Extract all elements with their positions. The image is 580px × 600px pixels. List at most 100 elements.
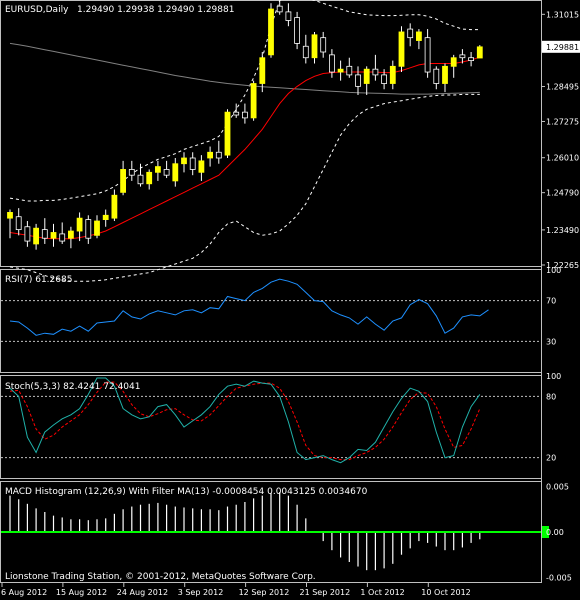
candle-body bbox=[268, 8, 274, 56]
candle-body bbox=[407, 28, 414, 39]
rsi-axis-label: 100 bbox=[546, 266, 561, 275]
candle-body bbox=[450, 57, 457, 67]
candle-body bbox=[7, 212, 13, 219]
price-axis-label: 1.27275 bbox=[546, 117, 579, 126]
candle-body bbox=[59, 233, 66, 242]
price-axis-label: 1.22265 bbox=[546, 261, 579, 270]
lower-band-line bbox=[9, 93, 480, 282]
candle-body bbox=[102, 214, 109, 220]
candle-body bbox=[468, 57, 475, 61]
rsi-axis-label: 70 bbox=[546, 297, 556, 306]
price-axis-label: 1.28495 bbox=[546, 83, 579, 92]
candle-body bbox=[50, 232, 57, 239]
candle-body bbox=[363, 68, 370, 84]
candle-body bbox=[172, 163, 179, 182]
time-axis-label: 12 Sep 2012 bbox=[239, 588, 290, 597]
candle-body bbox=[294, 17, 301, 44]
time-axis-label: 24 Aug 2012 bbox=[117, 588, 168, 597]
stoch-axis-label: 100 bbox=[546, 372, 561, 381]
candle-body bbox=[120, 169, 126, 193]
rsi-panel-frame bbox=[0, 269, 542, 373]
stoch-signal-line bbox=[9, 381, 481, 461]
candle-body bbox=[328, 54, 335, 73]
price-axis-label: 1.26010 bbox=[546, 154, 579, 163]
candle-body bbox=[276, 5, 283, 13]
current-price-label: 1.29881 bbox=[546, 43, 579, 52]
candle-body bbox=[389, 65, 396, 84]
rsi-label: RSI(7) 61.2685 bbox=[5, 275, 72, 285]
macd-axis-label: 0.00 bbox=[546, 528, 564, 537]
stoch-label: Stoch(5,3,3) 82.4241 72.4041 bbox=[5, 382, 140, 392]
stoch-axis-label: 80 bbox=[546, 392, 556, 401]
candle-body bbox=[33, 227, 39, 245]
candle-body bbox=[137, 174, 144, 185]
rsi-panel: 100 70 30 RSI(7) 61.2685 bbox=[1, 266, 561, 346]
slow-ma-line bbox=[9, 42, 480, 95]
candle-body bbox=[415, 31, 422, 41]
candle-body bbox=[355, 74, 361, 87]
rsi-line bbox=[9, 278, 489, 336]
stoch-panel: 100 80 20 Stoch(5,3,3) 82.4241 72.4041 bbox=[1, 372, 561, 464]
current-price-tag bbox=[542, 40, 580, 53]
macd-axis-label: 0.005 bbox=[546, 483, 569, 492]
candle-body bbox=[320, 37, 327, 53]
candle-body bbox=[41, 229, 48, 239]
candle-body bbox=[189, 157, 196, 170]
macd-zero-marker bbox=[542, 526, 549, 538]
candle-body bbox=[285, 11, 292, 21]
stoch-main-line bbox=[9, 377, 481, 464]
candle-body bbox=[442, 65, 448, 84]
candle-body bbox=[259, 57, 266, 84]
time-axis-label: 6 Aug 2012 bbox=[1, 588, 47, 597]
macd-panel: 0.005 0.00 -0.005 MACD Histogram (12,26,9) … bbox=[1, 483, 572, 582]
candle-body bbox=[128, 169, 135, 176]
ohlc-label: 1.29490 1.29938 1.29490 1.29881 bbox=[77, 5, 234, 15]
candle-body bbox=[311, 34, 318, 59]
candle-body bbox=[207, 151, 214, 159]
fast-ma-line bbox=[9, 56, 480, 240]
candle-body bbox=[241, 111, 248, 119]
candle-body bbox=[111, 194, 118, 219]
candle-body bbox=[398, 31, 405, 67]
upper-band-line bbox=[9, 0, 480, 202]
candle-body bbox=[181, 157, 187, 165]
time-axis: 6 Aug 2012 15 Aug 2012 24 Aug 2012 3 Sep 20… bbox=[1, 583, 471, 597]
time-axis-label: 21 Sep 2012 bbox=[300, 588, 351, 597]
candle-body bbox=[459, 54, 466, 59]
price-axis-label: 1.23490 bbox=[546, 226, 579, 235]
candle-body bbox=[24, 226, 31, 242]
candle-body bbox=[94, 220, 100, 236]
price-axis-label: 1.24790 bbox=[546, 189, 579, 198]
candle-body bbox=[337, 68, 344, 73]
candle-body bbox=[154, 166, 161, 173]
candle-body bbox=[233, 111, 240, 116]
stoch-axis-label: 20 bbox=[546, 454, 556, 463]
rsi-axis-label: 30 bbox=[546, 337, 556, 346]
price-panel: 1.31015 1.29881 1.28495 1.27275 1.26010 1.247… bbox=[7, 0, 580, 282]
candle-body bbox=[302, 45, 309, 59]
candle-body bbox=[68, 230, 74, 239]
time-axis-label: 15 Aug 2012 bbox=[56, 588, 107, 597]
candle-body bbox=[381, 74, 388, 84]
candle-body bbox=[372, 68, 379, 76]
candle-body bbox=[85, 219, 92, 239]
candle-body bbox=[198, 160, 205, 173]
candle-body bbox=[250, 83, 257, 119]
macd-axis-label: -0.005 bbox=[546, 573, 572, 582]
candle-body bbox=[476, 46, 483, 59]
candle-body bbox=[15, 216, 22, 231]
time-axis-label: 1 Oct 2012 bbox=[360, 588, 404, 597]
time-axis-label: 3 Sep 2012 bbox=[178, 588, 224, 597]
candle-body bbox=[146, 171, 153, 185]
time-axis-label: 10 Oct 2012 bbox=[421, 588, 470, 597]
candle-body bbox=[163, 169, 170, 176]
candle-body bbox=[215, 151, 222, 159]
footer-copyright: Lionstone Trading Station, © 2001-2012, … bbox=[5, 572, 316, 582]
macd-label: MACD Histogram (12,26,9) With Filter MA(… bbox=[5, 487, 368, 497]
candle-body bbox=[346, 65, 353, 76]
symbol-label: EURUSD,Daily bbox=[5, 5, 69, 15]
candle-body bbox=[424, 37, 431, 73]
candle-body bbox=[433, 68, 440, 84]
